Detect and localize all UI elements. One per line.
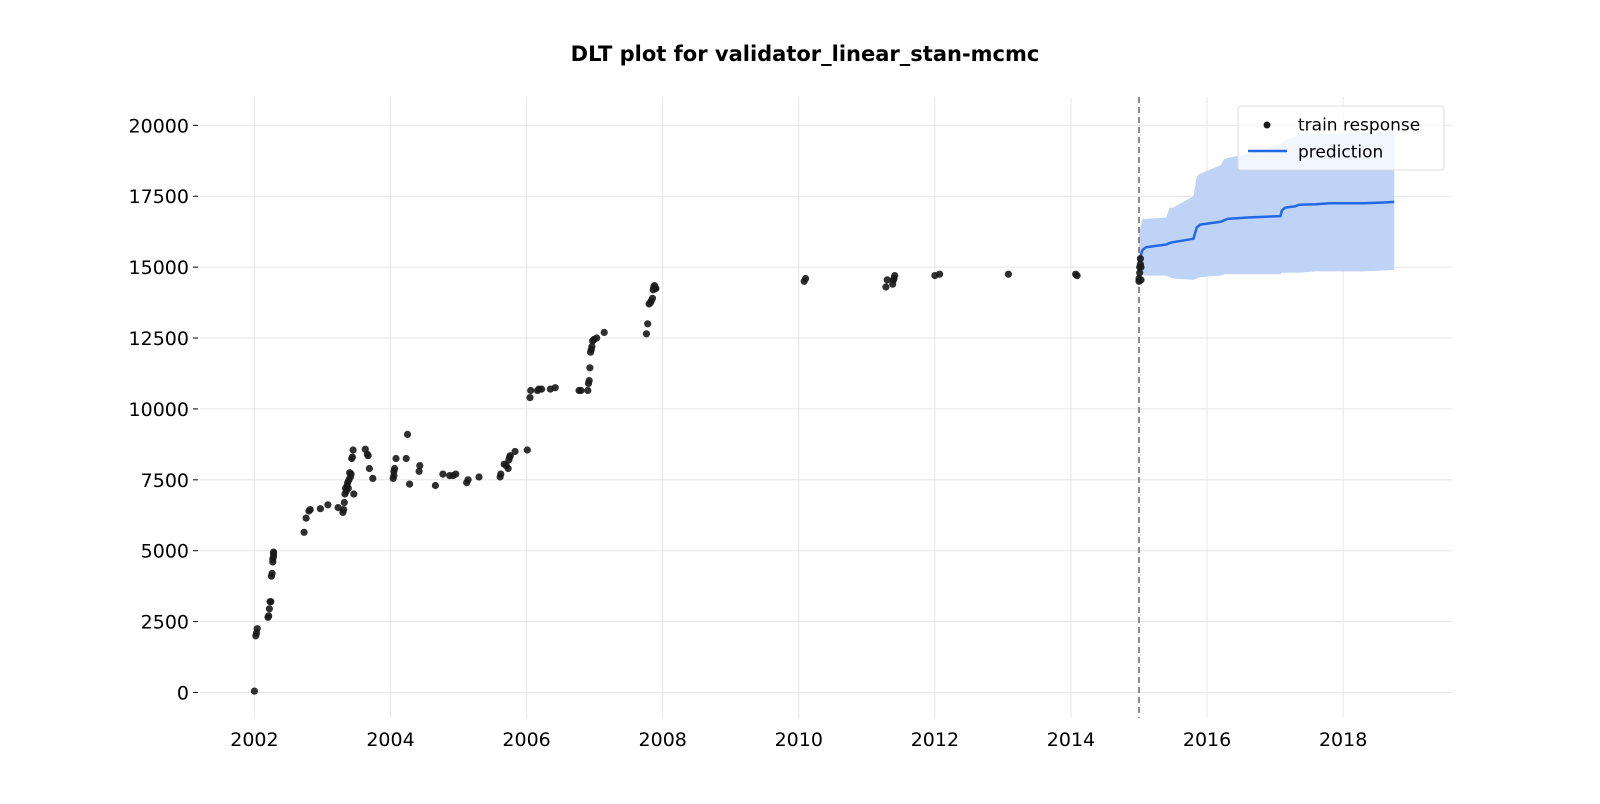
train-response-point	[648, 294, 657, 302]
y-tick-label: 5000	[141, 541, 189, 563]
train-response-point	[475, 473, 483, 481]
train-response-point	[302, 514, 310, 522]
x-tick-label: 2008	[639, 729, 687, 751]
train-response-point	[1004, 270, 1013, 278]
train-response-point	[334, 504, 342, 512]
train-response-point	[551, 384, 559, 392]
train-response-point	[365, 464, 373, 473]
train-response-point	[250, 687, 258, 695]
train-response-point	[350, 490, 358, 498]
prediction-line	[1137, 200, 1395, 262]
train-response-point	[347, 470, 355, 478]
train-response-point	[267, 598, 275, 606]
train-response-point	[644, 320, 652, 328]
x-tick-label: 2010	[775, 729, 823, 751]
train-response-point	[593, 334, 601, 342]
x-tick-label: 2012	[911, 729, 959, 751]
prediction-series	[1137, 200, 1395, 262]
train-response-point	[523, 446, 531, 454]
legend-label-train-response: train response	[1298, 116, 1420, 136]
train-response-point	[585, 377, 593, 385]
legend: train response prediction	[1237, 105, 1445, 171]
train-response-point	[415, 467, 423, 475]
x-tick-label: 2004	[366, 729, 414, 751]
train-response-point	[464, 476, 472, 484]
train-response-point	[265, 612, 273, 620]
y-tick-label: 2500	[141, 612, 189, 634]
train-response-point	[316, 505, 324, 513]
train-response-point	[324, 501, 332, 509]
train-response-point	[538, 385, 546, 393]
train-response-point	[882, 283, 890, 291]
legend-label-prediction: prediction	[1298, 143, 1383, 163]
train-response-point	[349, 446, 357, 454]
train-response-point	[652, 284, 660, 292]
y-tick-label: 7500	[141, 470, 189, 492]
train-response-point	[497, 470, 505, 478]
train-response-point	[406, 480, 414, 488]
train-response-point	[600, 328, 608, 336]
train-response-point	[452, 470, 460, 478]
train-response-point	[586, 364, 594, 372]
train-response-point	[364, 452, 372, 460]
train-response-point	[306, 506, 314, 514]
train-response-point	[392, 454, 400, 463]
train-response-point	[802, 274, 810, 283]
train-response-point	[439, 470, 447, 478]
legend-marker-train-response	[1263, 121, 1271, 129]
x-tick-label: 2002	[230, 729, 278, 751]
train-response-point	[588, 342, 596, 351]
train-response-point	[584, 386, 592, 395]
train-response-point	[348, 453, 356, 461]
train-response-point	[936, 270, 944, 278]
train-response-point	[402, 454, 410, 463]
train-response-point	[506, 452, 514, 460]
legend-frame	[1237, 105, 1445, 171]
train-response-point	[511, 447, 519, 456]
y-tick-label: 15000	[129, 257, 189, 279]
y-tick-label: 12500	[129, 328, 189, 350]
y-axis: 0 2500 5000 7500 10000 12500 15000 17500 20000	[129, 115, 198, 704]
train-response-point	[526, 394, 534, 402]
train-response-point	[527, 386, 535, 395]
x-axis: 2002 2004 2006 2008 2010 2012 2014 2016 2018	[230, 729, 1367, 751]
y-tick-label: 10000	[129, 399, 189, 421]
y-tick-label: 20000	[129, 115, 189, 137]
train-response-point	[369, 474, 377, 482]
train-response-point	[269, 548, 278, 556]
train-response-point	[340, 506, 348, 514]
train-response-point	[300, 528, 308, 536]
train-response-point	[1137, 263, 1145, 271]
train-response-point	[391, 464, 399, 473]
train-response-series	[250, 255, 1145, 695]
train-response-point	[883, 276, 891, 284]
x-tick-label: 2018	[1319, 729, 1367, 751]
train-response-point	[344, 484, 352, 492]
train-response-point	[265, 605, 273, 613]
train-response-point	[1136, 255, 1144, 263]
train-response-point	[891, 272, 899, 280]
train-response-point	[253, 625, 261, 633]
x-tick-label: 2014	[1047, 729, 1095, 751]
x-tick-label: 2006	[502, 729, 550, 751]
train-response-point	[403, 430, 412, 438]
train-response-point	[642, 330, 651, 338]
train-response-point	[416, 462, 424, 470]
train-response-point	[1136, 269, 1144, 277]
x-tick-label: 2016	[1183, 729, 1231, 751]
chart-title: DLT plot for validator_linear_stan-mcmc	[571, 42, 1040, 66]
y-tick-label: 17500	[129, 186, 189, 208]
grid-lines	[200, 97, 1452, 718]
y-tick-label: 0	[177, 682, 189, 704]
train-response-point	[504, 464, 512, 473]
train-response-point	[577, 386, 585, 395]
train-response-point	[340, 498, 348, 507]
train-response-point	[1137, 276, 1145, 284]
train-response-point	[1073, 272, 1081, 280]
train-response-point	[431, 481, 439, 490]
train-response-point	[268, 569, 276, 578]
